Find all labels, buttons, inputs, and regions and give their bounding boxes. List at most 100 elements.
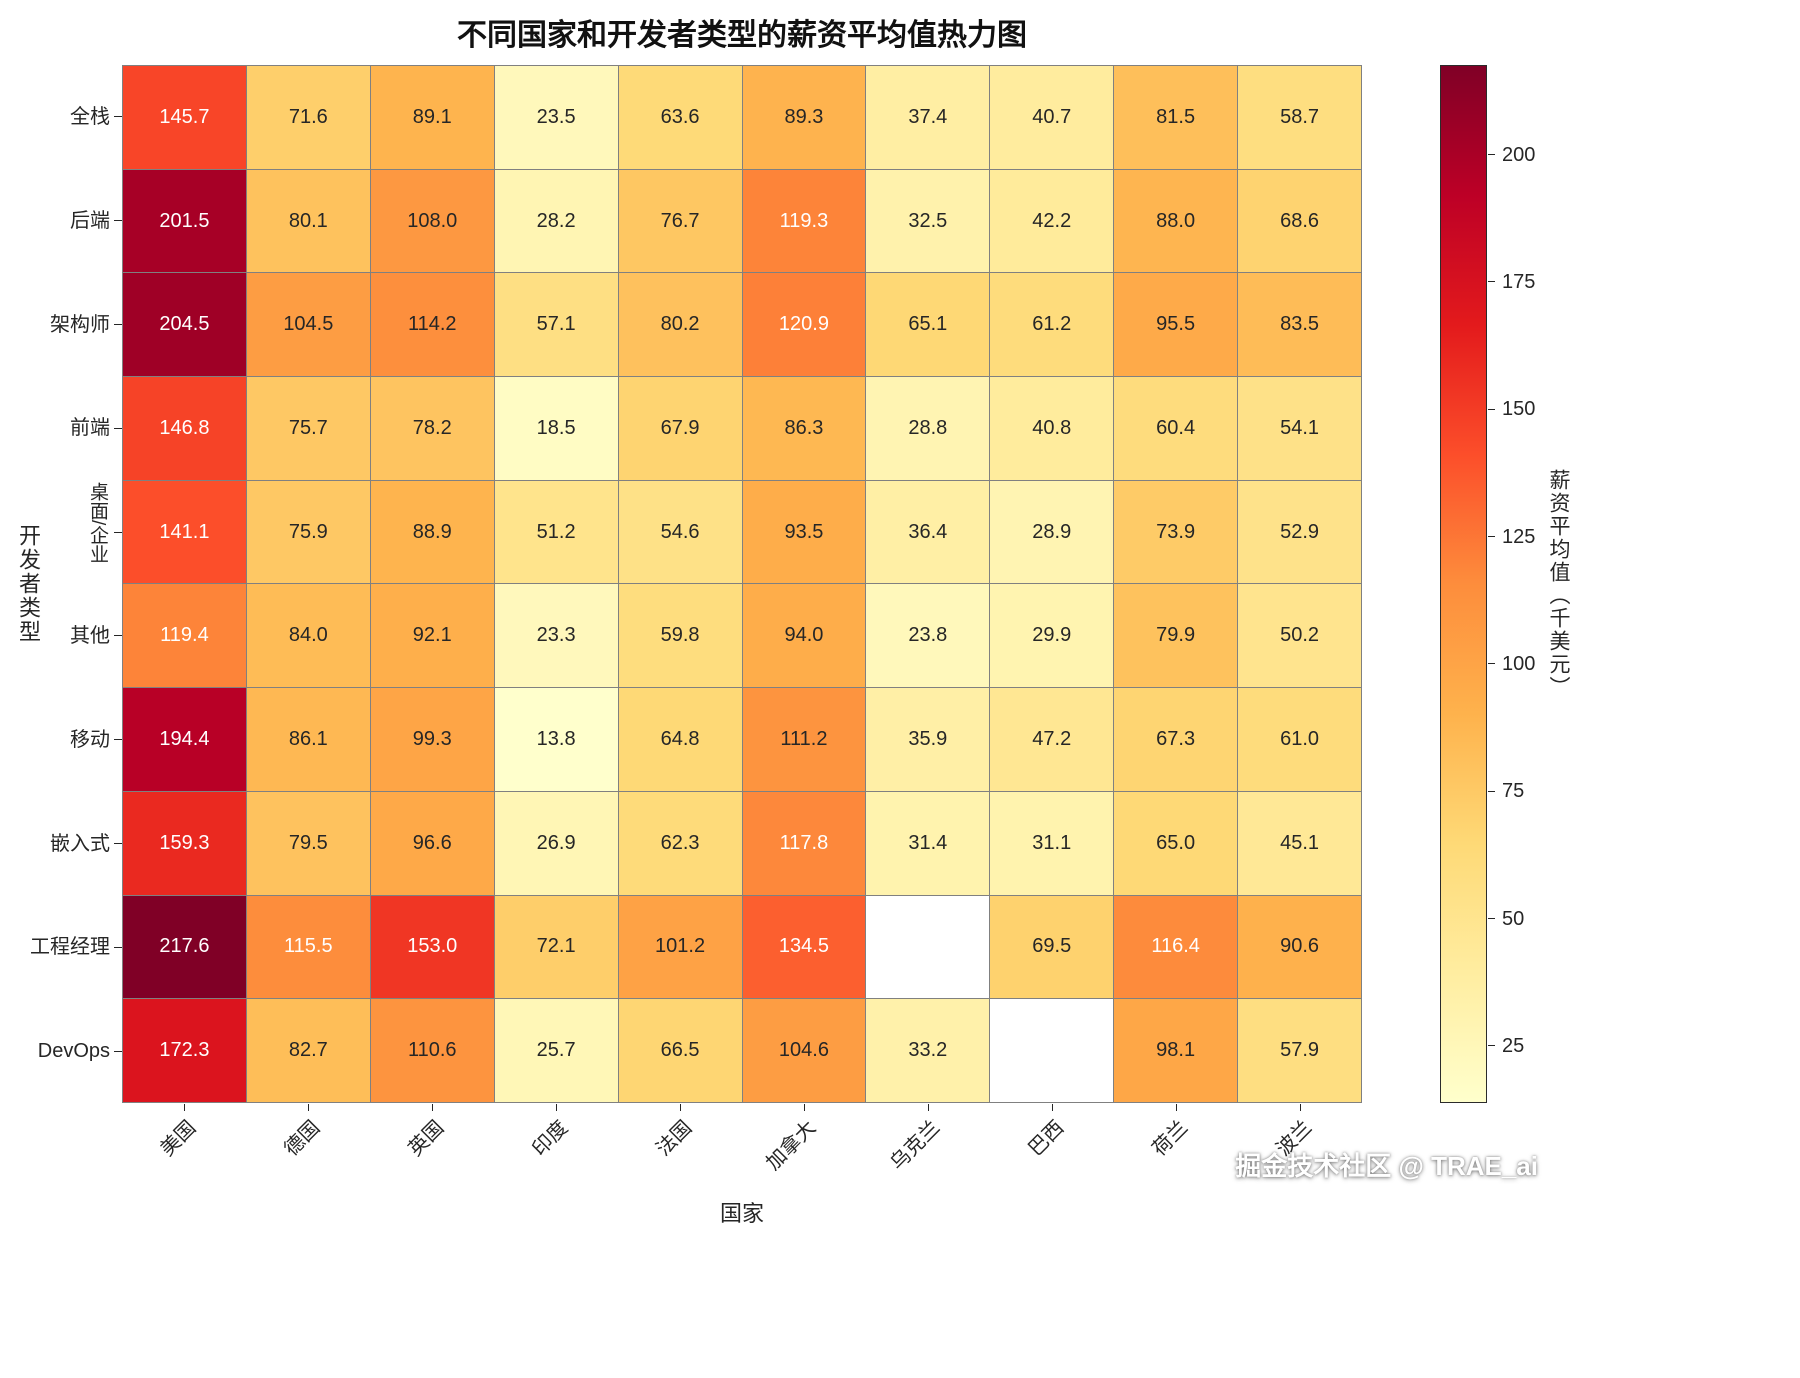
heatmap-cell: 23.5: [494, 66, 618, 169]
heatmap-cell: 115.5: [246, 895, 370, 999]
colorbar-tick-label: 200: [1502, 143, 1536, 166]
heatmap-cell: 141.1: [123, 480, 246, 584]
colorbar-tick-mark: [1488, 1045, 1495, 1047]
heatmap-cell: 54.6: [618, 480, 742, 584]
heatmap-cell-empty: [990, 999, 1114, 1102]
heatmap-cell: 108.0: [370, 169, 494, 273]
x-tick-mark: [431, 1104, 433, 1111]
y-tick-label: 嵌入式: [50, 832, 110, 855]
heatmap-cell: 217.6: [123, 895, 246, 999]
heatmap-cell: 159.3: [123, 791, 246, 895]
heatmap-cell: 80.1: [246, 169, 370, 273]
heatmap-cell: 194.4: [123, 688, 246, 791]
heatmap-cell: 120.9: [742, 273, 866, 377]
colorbar-tick-label: 100: [1502, 652, 1536, 675]
heatmap-cell: 25.7: [494, 999, 618, 1102]
heatmap-cell: 81.5: [1114, 66, 1238, 169]
colorbar-tick-mark: [1488, 918, 1495, 920]
heatmap-cell: 68.6: [1238, 169, 1361, 273]
heatmap-cell: 96.6: [370, 791, 494, 895]
heatmap-cell: 60.4: [1114, 377, 1238, 480]
heatmap-cell: 65.0: [1114, 791, 1238, 895]
heatmap-cell: 72.1: [494, 895, 618, 999]
y-tick-mark: [114, 946, 122, 948]
heatmap-cell: 119.4: [123, 584, 246, 688]
y-tick-mark: [114, 324, 122, 325]
x-tick-mark: [1175, 1104, 1177, 1111]
y-tick-label: 全栈: [70, 105, 110, 128]
colorbar-tick-mark: [1488, 790, 1495, 792]
heatmap-cell: 104.5: [246, 273, 370, 377]
heatmap-cell: 61.2: [990, 273, 1114, 377]
heatmap-cell: 86.1: [246, 688, 370, 791]
heatmap-cell: 65.1: [866, 273, 990, 377]
heatmap-cell: 52.9: [1238, 480, 1361, 584]
heatmap-cell: 31.1: [990, 791, 1114, 895]
x-tick-mark: [1051, 1104, 1053, 1111]
heatmap-cell: 57.1: [494, 273, 618, 377]
heatmap-cell: 50.2: [1238, 584, 1361, 688]
watermark: 掘金技术社区 @ TRAE_ai: [1235, 1151, 1538, 1181]
colorbar-gradient: [1440, 65, 1487, 1103]
colorbar-tick-label: 150: [1502, 398, 1536, 421]
heatmap-cell: 37.4: [866, 66, 990, 169]
heatmap-cell: 73.9: [1114, 480, 1238, 584]
heatmap-cell: 66.5: [618, 999, 742, 1102]
y-tick-mark: [114, 635, 122, 637]
x-tick-mark: [927, 1104, 929, 1111]
heatmap-cell: 99.3: [370, 688, 494, 791]
heatmap-cell: 93.5: [742, 480, 866, 584]
x-tick-mark: [555, 1104, 557, 1111]
colorbar-tick-label: 50: [1502, 907, 1525, 930]
chart-title: 不同国家和开发者类型的薪资平均值热力图: [457, 19, 1027, 52]
colorbar-label: 薪资平均值（千美元）: [1547, 469, 1570, 699]
heatmap-cell: 28.9: [990, 480, 1114, 584]
heatmap-cell-empty: [866, 895, 990, 999]
x-tick-mark: [183, 1104, 185, 1111]
y-tick-mark: [114, 427, 122, 429]
colorbar-tick-mark: [1488, 408, 1495, 410]
heatmap-cell: 54.1: [1238, 377, 1361, 480]
x-tick-mark: [307, 1104, 309, 1111]
heatmap-cell: 75.7: [246, 377, 370, 480]
y-tick-mark: [114, 116, 122, 118]
heatmap-cell: 69.5: [990, 895, 1114, 999]
colorbar-tick-label: 25: [1502, 1034, 1525, 1057]
heatmap-cell: 119.3: [742, 169, 866, 273]
heatmap-cell: 75.9: [246, 480, 370, 584]
heatmap-cell: 88.9: [370, 480, 494, 584]
y-tick-mark: [114, 1050, 122, 1052]
x-axis-label: 国家: [719, 1201, 764, 1226]
heatmap-cell: 59.8: [618, 584, 742, 688]
x-tick-mark: [1299, 1104, 1301, 1111]
heatmap-cell: 40.8: [990, 377, 1114, 480]
heatmap-cell: 83.5: [1238, 273, 1361, 377]
heatmap-cell: 172.3: [123, 999, 246, 1102]
heatmap-cell: 79.9: [1114, 584, 1238, 688]
heatmap-cell: 71.6: [246, 66, 370, 169]
heatmap-cell: 201.5: [123, 169, 246, 273]
y-tick-mark: [114, 531, 122, 533]
heatmap-cell: 89.3: [742, 66, 866, 169]
heatmap-cell: 94.0: [742, 584, 866, 688]
heatmap-cell: 36.4: [866, 480, 990, 584]
heatmap-cell: 35.9: [866, 688, 990, 791]
colorbar-tick-label: 175: [1502, 270, 1536, 293]
heatmap-cell: 31.4: [866, 791, 990, 895]
colorbar-tick-mark: [1488, 663, 1495, 665]
heatmap-cell: 117.8: [742, 791, 866, 895]
heatmap-cell: 111.2: [742, 688, 866, 791]
heatmap-cell: 89.1: [370, 66, 494, 169]
heatmap-cell: 42.2: [990, 169, 1114, 273]
heatmap-cell: 110.6: [370, 999, 494, 1102]
heatmap-cell: 145.7: [123, 66, 246, 169]
heatmap-cell: 79.5: [246, 791, 370, 895]
y-tick-label: 前端: [70, 417, 110, 440]
heatmap-cell: 13.8: [494, 688, 618, 791]
y-axis-label: 开发者类型: [16, 524, 41, 644]
heatmap-cell: 28.2: [494, 169, 618, 273]
heatmap-cell: 95.5: [1114, 273, 1238, 377]
heatmap-cell: 63.6: [618, 66, 742, 169]
heatmap-cell: 78.2: [370, 377, 494, 480]
heatmap-cell: 146.8: [123, 377, 246, 480]
